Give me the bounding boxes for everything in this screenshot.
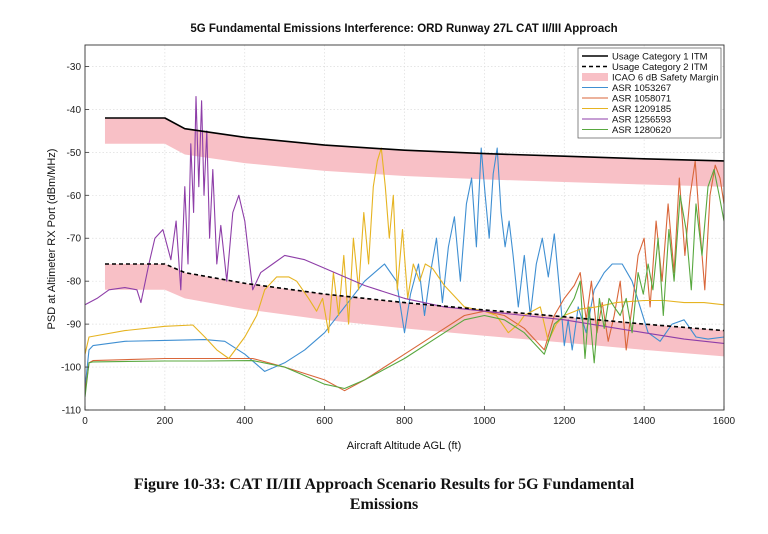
series-line-asr-1256593 (85, 95, 724, 344)
x-tick-label: 1400 (633, 416, 656, 427)
legend-entry-label: ASR 1058071 (612, 93, 671, 104)
x-tick-label: 0 (82, 416, 88, 427)
x-axis-label: Aircraft Altitude AGL (ft) (347, 440, 462, 452)
series-line-usage-category-1-itm (105, 117, 724, 162)
legend-box (577, 47, 722, 139)
series-line-asr-1209185 (85, 147, 724, 360)
legend-entry-label: ICAO 6 dB Safety Margin (612, 72, 719, 83)
y-tick-label: -80 (67, 277, 82, 288)
series-line-usage-category-2-itm (105, 263, 724, 332)
legend-entry-label: Usage Category 1 ITM (612, 51, 708, 62)
figure-caption-line-1: Figure 10-33: CAT II/III Approach Scenar… (133, 476, 635, 493)
safety-margin-band-1 (104, 118, 724, 187)
legend-entry-label: ASR 1256593 (612, 114, 671, 125)
x-tick-label: 1600 (713, 416, 736, 427)
x-tick-label: 400 (236, 416, 253, 427)
legend-swatch (582, 73, 608, 81)
chart-title: 5G Fundamental Emissions Interference: O… (190, 23, 617, 35)
x-tick-label: 200 (157, 416, 174, 427)
series-line-asr-1280620 (85, 168, 724, 398)
y-tick-label: -30 (67, 62, 82, 73)
y-tick-label: -50 (67, 148, 82, 159)
y-tick-label: -40 (67, 105, 82, 116)
x-tick-label: 1000 (473, 416, 496, 427)
y-tick-label: -90 (67, 320, 82, 331)
legend-entry-label: ASR 1053267 (612, 83, 671, 94)
y-tick-label: -100 (61, 363, 81, 374)
safety-margin-band-2 (104, 264, 724, 357)
y-axis-label: PSD at Altimeter RX Port (dBm/MHz) (46, 149, 58, 330)
y-tick-label: -70 (67, 234, 82, 245)
figure-caption-line-2: Emissions (349, 496, 419, 513)
legend-entry-label: Usage Category 2 ITM (612, 62, 708, 73)
legend-entry-label: ASR 1280620 (612, 125, 671, 136)
x-tick-label: 800 (396, 416, 413, 427)
legend-entry-label: ASR 1209185 (612, 104, 671, 115)
x-tick-label: 600 (316, 416, 333, 427)
y-tick-label: -110 (62, 406, 82, 417)
y-tick-label: -60 (67, 191, 82, 202)
x-tick-label: 1200 (553, 416, 576, 427)
series-line-asr-1053267 (85, 147, 724, 389)
